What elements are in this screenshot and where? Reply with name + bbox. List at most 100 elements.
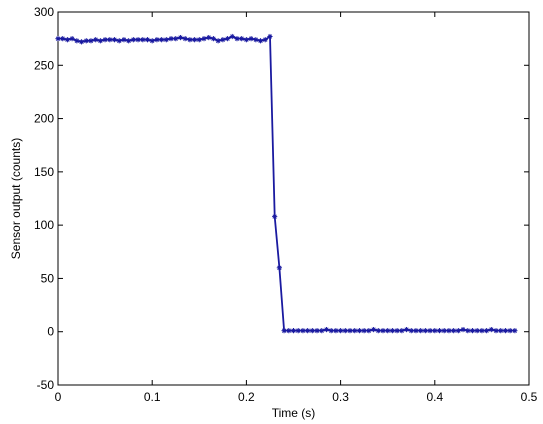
data-point	[460, 326, 466, 333]
data-point	[69, 36, 75, 42]
data-point	[319, 328, 325, 334]
data-point	[418, 328, 424, 334]
data-point	[498, 328, 504, 334]
data-point	[281, 328, 287, 334]
data-point	[493, 328, 499, 334]
data-point	[272, 214, 278, 220]
data-point	[168, 36, 174, 42]
data-point	[229, 33, 235, 40]
data-point	[220, 37, 226, 43]
data-point	[210, 36, 217, 42]
y-tick-label: 300	[34, 5, 54, 19]
x-tick-label: 0.2	[238, 390, 255, 404]
data-point	[446, 328, 452, 334]
data-point	[361, 328, 367, 334]
data-point	[187, 37, 193, 43]
data-point	[257, 38, 264, 44]
data-point	[102, 37, 108, 43]
data-point	[403, 326, 410, 333]
data-point	[196, 37, 202, 43]
data-point	[394, 328, 400, 334]
data-point	[239, 36, 245, 42]
y-tick-label: 150	[34, 165, 54, 179]
data-point	[276, 265, 282, 271]
data-point	[488, 326, 494, 333]
data-point	[512, 328, 518, 334]
data-point	[177, 34, 184, 41]
data-point	[436, 328, 443, 334]
data-point	[286, 328, 292, 334]
y-tick-label: 0	[47, 325, 54, 339]
data-point	[469, 328, 476, 334]
data-point	[234, 36, 240, 42]
data-point	[144, 37, 151, 43]
data-point	[74, 38, 80, 44]
data-point	[474, 328, 480, 334]
data-point	[484, 328, 490, 334]
data-point	[399, 328, 405, 334]
data-point	[224, 36, 231, 42]
y-tick-label: 200	[34, 112, 54, 126]
data-point	[507, 328, 513, 334]
data-point	[305, 328, 311, 334]
data-point	[451, 328, 457, 334]
x-tick-label: 0.4	[426, 390, 443, 404]
data-point	[173, 36, 179, 42]
y-axis-label: Sensor output (counts)	[9, 138, 23, 259]
data-point	[441, 328, 447, 334]
data-point	[309, 328, 315, 334]
data-point	[290, 328, 297, 334]
y-tick-label: 250	[34, 58, 54, 72]
data-point	[422, 328, 428, 334]
data-point	[267, 33, 273, 40]
data-point	[88, 38, 94, 44]
data-point	[333, 328, 339, 334]
data-point	[78, 39, 85, 45]
data-point	[60, 36, 66, 42]
data-point	[154, 37, 160, 43]
data-point	[182, 36, 188, 42]
data-point	[408, 328, 414, 334]
data-point	[300, 328, 306, 334]
data-point	[201, 36, 207, 42]
data-point	[163, 37, 169, 43]
data-point	[356, 328, 363, 334]
data-point	[479, 328, 485, 334]
data-point	[140, 37, 146, 43]
data-point	[83, 38, 89, 44]
data-point	[262, 37, 268, 43]
data-point	[389, 328, 396, 334]
data-point	[253, 37, 259, 43]
data-point	[248, 36, 254, 42]
data-point	[338, 328, 344, 334]
data-point	[413, 328, 419, 334]
data-point	[97, 38, 103, 44]
data-point	[366, 328, 372, 334]
data-point	[191, 37, 198, 43]
series-layer	[55, 33, 518, 334]
data-point	[465, 328, 471, 334]
data-point	[295, 328, 301, 334]
y-tick-label: 50	[41, 271, 55, 285]
data-point	[135, 37, 141, 43]
data-point	[149, 38, 155, 44]
data-point	[206, 34, 212, 41]
data-point	[116, 38, 122, 44]
data-point	[107, 37, 113, 43]
data-point	[455, 328, 461, 334]
x-tick-label: 0.1	[144, 390, 161, 404]
y-tick-label: -50	[37, 378, 55, 392]
data-point	[328, 328, 334, 334]
data-point	[243, 37, 249, 43]
data-point	[427, 328, 433, 334]
data-point	[130, 37, 136, 43]
data-point	[370, 326, 377, 333]
data-point	[159, 37, 165, 43]
y-tick-label: 100	[34, 218, 54, 232]
x-tick-label: 0.3	[332, 390, 349, 404]
x-axis-label: Time (s)	[272, 406, 316, 420]
data-point	[380, 328, 386, 334]
data-point	[352, 328, 358, 334]
